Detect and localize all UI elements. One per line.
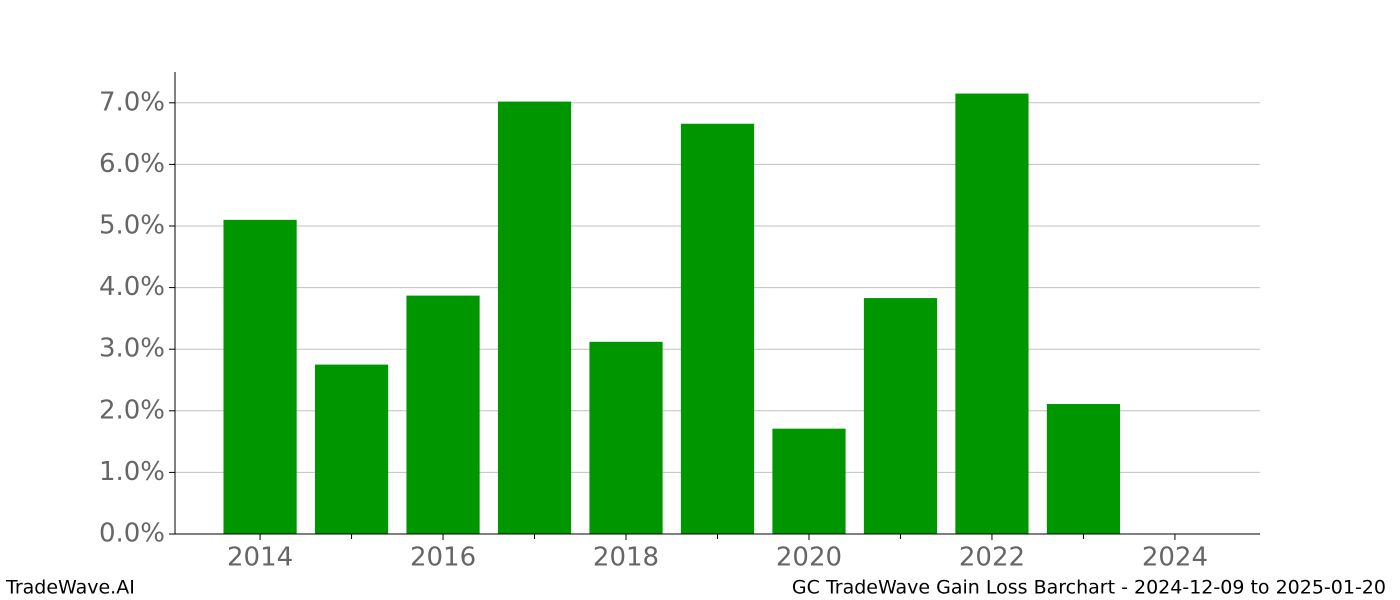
y-tick-label: 1.0% xyxy=(99,457,165,487)
y-tick-label: 2.0% xyxy=(99,395,165,425)
bar xyxy=(1046,404,1121,534)
bar xyxy=(589,341,663,534)
x-tick-label: 2020 xyxy=(776,543,842,573)
y-tick-label: 0.0% xyxy=(99,519,165,549)
bar xyxy=(223,219,297,534)
x-tick-label: 2016 xyxy=(410,543,476,573)
y-tick-label: 5.0% xyxy=(99,211,165,241)
y-tick-label: 3.0% xyxy=(99,334,165,364)
bar xyxy=(497,101,572,535)
bar xyxy=(406,295,480,534)
brand: TradeWave.AI xyxy=(5,577,135,599)
bar xyxy=(680,123,755,534)
y-tick-label: 4.0% xyxy=(99,272,165,302)
x-tick-label: 2014 xyxy=(227,543,293,573)
x-tick-label: 2018 xyxy=(593,543,659,573)
x-tick-label: 2022 xyxy=(959,543,1025,573)
x-tick-label: 2024 xyxy=(1142,543,1208,573)
bar xyxy=(863,298,938,534)
chart-title: GC TradeWave Gain Loss Barchart - 2024-1… xyxy=(792,577,1386,599)
bar xyxy=(772,428,846,534)
y-tick-label: 7.0% xyxy=(99,87,165,117)
y-tick-label: 6.0% xyxy=(99,149,165,179)
bar xyxy=(955,93,1029,534)
bar xyxy=(314,364,389,534)
